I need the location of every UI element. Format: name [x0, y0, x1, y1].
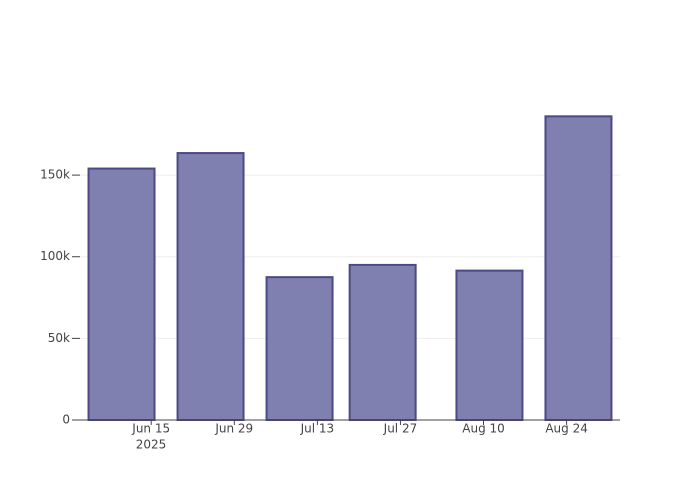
y-tick-label: 50k [48, 331, 70, 345]
bar [455, 269, 524, 421]
bar [265, 276, 334, 421]
x-tick-label: Aug 24 [545, 422, 588, 436]
bar [87, 167, 156, 421]
y-tick-label: 0 [62, 413, 70, 427]
x-year-label: 2025 [136, 438, 167, 452]
bar [544, 115, 613, 421]
x-tick-label: Aug 10 [462, 422, 505, 436]
bar [176, 152, 245, 421]
x-tick-label: Jul 13 [300, 422, 335, 436]
x-tick-label: Jun 29 [214, 422, 253, 436]
x-tick-label: Jul 27 [383, 422, 418, 436]
bar [348, 263, 417, 421]
y-tick-label: 150k [40, 168, 70, 182]
y-tick-label: 100k [40, 249, 70, 263]
x-tick-label: Jun 15 [131, 422, 170, 436]
